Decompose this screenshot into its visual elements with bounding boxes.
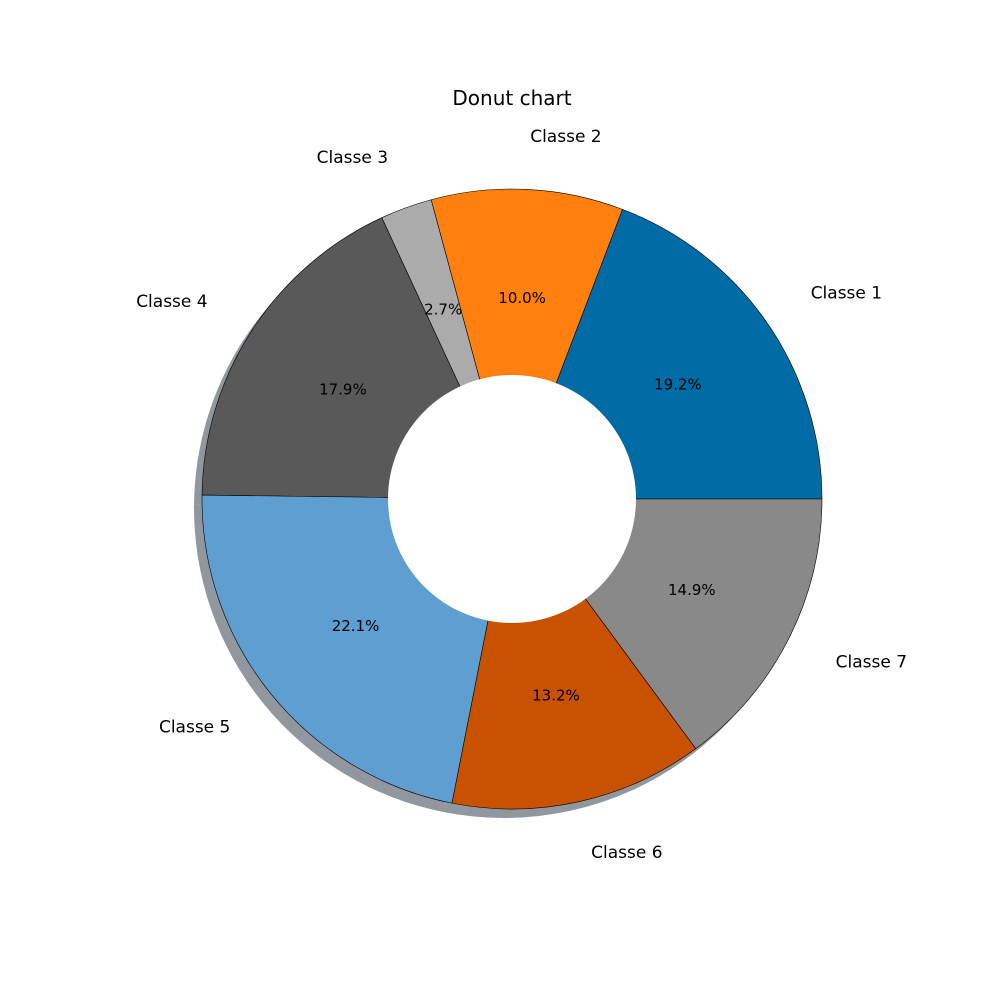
wedge-classe-2 (430, 188, 623, 500)
category-label: Classe 5 (159, 718, 230, 738)
percent-label: 14.9% (668, 581, 716, 599)
chart-title: Donut chart (452, 86, 571, 110)
percent-label: 19.2% (654, 376, 702, 394)
percent-label: 2.7% (424, 301, 462, 319)
percent-label: 10.0% (498, 289, 546, 307)
category-label: Classe 4 (136, 292, 207, 312)
percent-label: 17.9% (319, 380, 367, 398)
category-label: Classe 3 (317, 148, 388, 168)
donut-hole (388, 375, 636, 623)
category-label: Classe 2 (530, 127, 601, 147)
category-label: Classe 6 (591, 843, 662, 863)
percent-label: 22.1% (332, 617, 380, 635)
label-layer: Classe 1 19.2% Classe 2 10.0% Classe 3 2.7% Cl… (136, 127, 907, 863)
category-label: Classe 7 (836, 653, 907, 673)
percent-label: 13.2% (532, 687, 580, 705)
category-label: Classe 1 (811, 283, 882, 303)
